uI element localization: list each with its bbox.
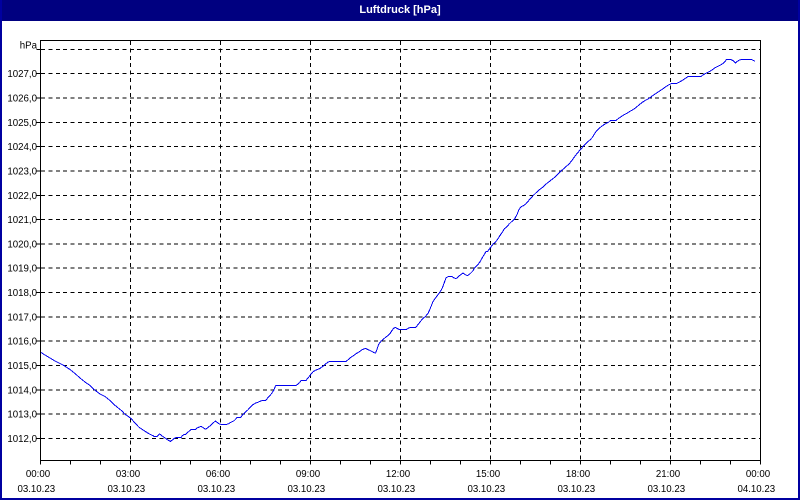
svg-text:1023,0: 1023,0: [7, 167, 37, 178]
svg-text:03.10.23: 03.10.23: [107, 484, 145, 495]
svg-text:1025,0: 1025,0: [7, 118, 37, 129]
svg-text:1024,0: 1024,0: [7, 142, 37, 153]
svg-text:12:00: 12:00: [386, 469, 411, 480]
svg-text:03.10.23: 03.10.23: [467, 484, 505, 495]
svg-text:06:00: 06:00: [206, 469, 231, 480]
svg-text:hPa: hPa: [20, 41, 38, 52]
svg-text:1022,0: 1022,0: [7, 191, 37, 202]
svg-text:03.10.23: 03.10.23: [557, 484, 595, 495]
svg-text:1016,0: 1016,0: [7, 337, 37, 348]
svg-text:04.10.23: 04.10.23: [737, 484, 775, 495]
svg-text:1012,0: 1012,0: [7, 434, 37, 445]
svg-text:1027,0: 1027,0: [7, 69, 37, 80]
svg-text:1018,0: 1018,0: [7, 288, 37, 299]
svg-text:03.10.23: 03.10.23: [197, 484, 235, 495]
svg-text:1021,0: 1021,0: [7, 215, 37, 226]
svg-text:03.10.23: 03.10.23: [647, 484, 685, 495]
svg-text:00:00: 00:00: [26, 469, 51, 480]
svg-text:1026,0: 1026,0: [7, 94, 37, 105]
svg-text:15:00: 15:00: [476, 469, 501, 480]
svg-text:03.10.23: 03.10.23: [287, 484, 325, 495]
svg-text:1013,0: 1013,0: [7, 410, 37, 421]
svg-text:1020,0: 1020,0: [7, 239, 37, 250]
svg-text:03.10.23: 03.10.23: [17, 484, 55, 495]
svg-text:03.10.23: 03.10.23: [377, 484, 415, 495]
svg-text:1015,0: 1015,0: [7, 361, 37, 372]
svg-text:00:00: 00:00: [746, 469, 771, 480]
svg-text:09:00: 09:00: [296, 469, 321, 480]
svg-text:03:00: 03:00: [116, 469, 141, 480]
svg-text:18:00: 18:00: [566, 469, 591, 480]
svg-text:21:00: 21:00: [656, 469, 681, 480]
svg-text:1017,0: 1017,0: [7, 312, 37, 323]
svg-text:1014,0: 1014,0: [7, 385, 37, 396]
svg-text:1019,0: 1019,0: [7, 264, 37, 275]
